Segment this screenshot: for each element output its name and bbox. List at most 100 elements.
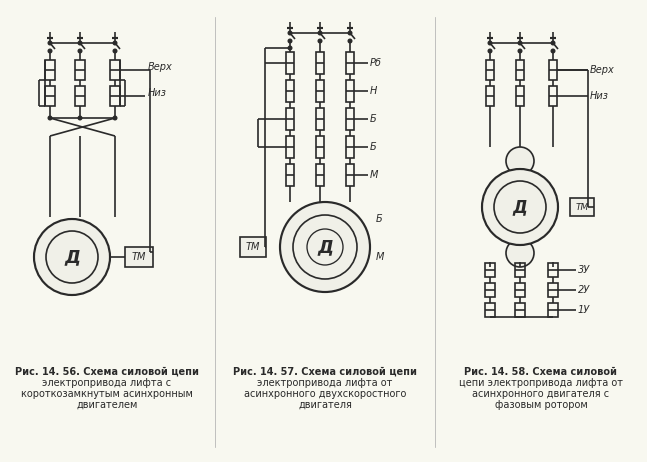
Bar xyxy=(515,283,525,297)
Text: двигателем: двигателем xyxy=(76,400,138,410)
Text: Рис. 14. 58. Схема силовой: Рис. 14. 58. Схема силовой xyxy=(465,367,617,377)
Text: электропривода лифта с: электропривода лифта с xyxy=(43,378,171,388)
Circle shape xyxy=(113,41,117,45)
Text: ТМ: ТМ xyxy=(246,242,260,252)
Bar xyxy=(485,263,495,277)
Circle shape xyxy=(506,239,534,267)
Bar xyxy=(346,80,354,102)
Bar xyxy=(240,237,266,257)
Bar xyxy=(485,283,495,297)
Text: Б: Б xyxy=(376,214,383,224)
Circle shape xyxy=(113,49,117,53)
Bar xyxy=(110,86,120,106)
Circle shape xyxy=(280,202,370,292)
Bar xyxy=(286,164,294,186)
Circle shape xyxy=(318,31,322,35)
Text: 1У: 1У xyxy=(578,305,590,315)
Circle shape xyxy=(506,147,534,175)
Bar xyxy=(110,60,120,80)
Circle shape xyxy=(318,39,322,43)
Text: двигателя: двигателя xyxy=(298,400,352,410)
Circle shape xyxy=(48,41,52,45)
Bar xyxy=(286,136,294,158)
Bar xyxy=(316,136,324,158)
Circle shape xyxy=(78,49,82,53)
Bar xyxy=(515,303,525,317)
Text: 3У: 3У xyxy=(578,265,590,275)
Bar xyxy=(316,80,324,102)
Bar xyxy=(45,86,55,106)
Bar xyxy=(516,86,524,106)
Circle shape xyxy=(494,181,546,233)
Text: цепи электропривода лифта от: цепи электропривода лифта от xyxy=(459,378,623,388)
Bar xyxy=(346,136,354,158)
Text: Б: Б xyxy=(370,142,377,152)
Bar xyxy=(286,108,294,130)
Text: Рис. 14. 56. Схема силовой цепи: Рис. 14. 56. Схема силовой цепи xyxy=(15,367,199,377)
Bar xyxy=(75,86,85,106)
Circle shape xyxy=(48,116,52,120)
Bar xyxy=(316,52,324,74)
Bar xyxy=(515,263,525,277)
Bar xyxy=(286,52,294,74)
Circle shape xyxy=(288,46,292,50)
Bar xyxy=(45,60,55,80)
Text: электропривода лифта от: электропривода лифта от xyxy=(258,378,393,388)
Bar xyxy=(346,108,354,130)
Circle shape xyxy=(551,49,554,53)
Circle shape xyxy=(482,169,558,245)
Text: 2У: 2У xyxy=(578,285,590,295)
Text: ТМ: ТМ xyxy=(575,202,589,212)
Bar xyxy=(125,247,153,267)
Circle shape xyxy=(518,41,521,45)
Bar xyxy=(548,283,558,297)
Text: Д: Д xyxy=(64,248,80,266)
Circle shape xyxy=(113,116,117,120)
Circle shape xyxy=(518,49,521,53)
Text: Низ: Низ xyxy=(148,88,167,98)
Text: фазовым ротором: фазовым ротором xyxy=(494,400,587,410)
Circle shape xyxy=(288,31,292,35)
Text: Н: Н xyxy=(370,86,377,96)
Circle shape xyxy=(78,116,82,120)
Text: Д: Д xyxy=(512,198,527,216)
Bar xyxy=(548,303,558,317)
Circle shape xyxy=(348,39,352,43)
Text: асинхронного двигателя с: асинхронного двигателя с xyxy=(472,389,609,399)
Bar xyxy=(346,52,354,74)
Circle shape xyxy=(34,219,110,295)
Circle shape xyxy=(551,41,554,45)
Text: Верх: Верх xyxy=(148,62,173,72)
Bar xyxy=(316,108,324,130)
Text: Рб: Рб xyxy=(370,58,382,68)
Text: Д: Д xyxy=(317,238,333,256)
Text: короткозамкнутым асинхронным: короткозамкнутым асинхронным xyxy=(21,389,193,399)
Text: асинхронного двухскоростного: асинхронного двухскоростного xyxy=(244,389,406,399)
Bar xyxy=(486,86,494,106)
Circle shape xyxy=(488,49,492,53)
Circle shape xyxy=(348,31,352,35)
Circle shape xyxy=(288,39,292,43)
Text: Б: Б xyxy=(370,114,377,124)
Bar xyxy=(485,303,495,317)
Bar xyxy=(549,60,557,80)
Bar xyxy=(548,263,558,277)
Text: ТМ: ТМ xyxy=(132,252,146,262)
Circle shape xyxy=(488,41,492,45)
Bar xyxy=(516,60,524,80)
Bar xyxy=(570,198,594,216)
Text: Низ: Низ xyxy=(590,91,609,101)
Circle shape xyxy=(48,49,52,53)
Text: М: М xyxy=(370,170,378,180)
Bar xyxy=(486,60,494,80)
Bar xyxy=(549,86,557,106)
Bar xyxy=(316,164,324,186)
Bar xyxy=(75,60,85,80)
Bar xyxy=(346,164,354,186)
Bar xyxy=(286,80,294,102)
Circle shape xyxy=(307,229,343,265)
Circle shape xyxy=(293,215,357,279)
Circle shape xyxy=(78,41,82,45)
Circle shape xyxy=(46,231,98,283)
Text: Верх: Верх xyxy=(590,65,615,75)
